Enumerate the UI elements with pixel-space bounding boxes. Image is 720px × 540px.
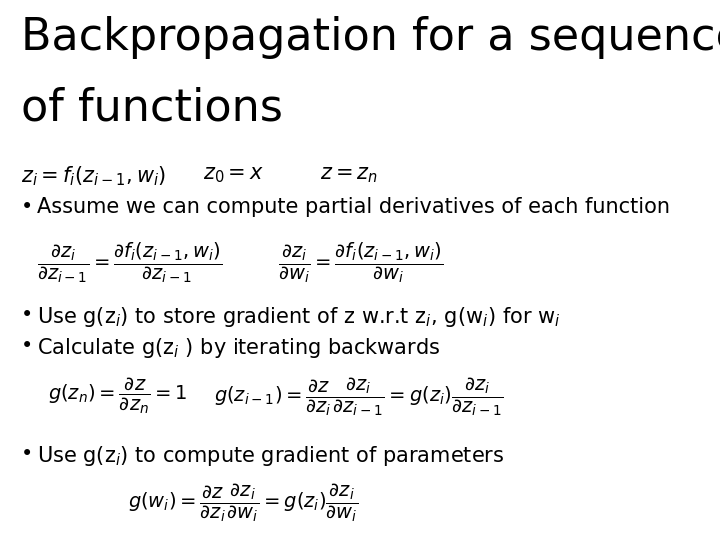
Text: •: • (22, 444, 34, 464)
Text: $\dfrac{\partial z_i}{\partial w_i} = \dfrac{\partial f_i(z_{i-1}, w_i)}{\partia: $\dfrac{\partial z_i}{\partial w_i} = \d… (278, 240, 443, 285)
Text: $z = z_n$: $z = z_n$ (320, 165, 378, 185)
Text: •: • (22, 197, 34, 217)
Text: $g(z_n) = \dfrac{\partial z}{\partial z_n} = 1$: $g(z_n) = \dfrac{\partial z}{\partial z_… (48, 375, 187, 416)
Text: Backpropagation for a sequence: Backpropagation for a sequence (22, 16, 720, 59)
Text: Assume we can compute partial derivatives of each function: Assume we can compute partial derivative… (37, 197, 670, 217)
Text: $g(w_i) = \dfrac{\partial z}{\partial z_i}\dfrac{\partial z_i}{\partial w_i} = g: $g(w_i) = \dfrac{\partial z}{\partial z_… (128, 482, 359, 524)
Text: $g(z_{i-1}) = \dfrac{\partial z}{\partial z_i}\dfrac{\partial z_i}{\partial z_{i: $g(z_{i-1}) = \dfrac{\partial z}{\partia… (214, 375, 503, 418)
Text: $z_0 = x$: $z_0 = x$ (203, 165, 264, 185)
Text: •: • (22, 336, 34, 356)
Text: of functions: of functions (22, 86, 283, 130)
Text: $z_i = f_i(z_{i-1}, w_i)$: $z_i = f_i(z_{i-1}, w_i)$ (22, 165, 166, 188)
Text: Calculate g(z$_i$ ) by iterating backwards: Calculate g(z$_i$ ) by iterating backwar… (37, 336, 441, 360)
Text: Use g(z$_i$) to compute gradient of parameters: Use g(z$_i$) to compute gradient of para… (37, 444, 505, 468)
Text: $\dfrac{\partial z_i}{\partial z_{i-1}} = \dfrac{\partial f_i(z_{i-1}, w_i)}{\pa: $\dfrac{\partial z_i}{\partial z_{i-1}} … (37, 240, 222, 285)
Text: Use g(z$_i$) to store gradient of z w.r.t z$_i$, g(w$_i$) for w$_i$: Use g(z$_i$) to store gradient of z w.r.… (37, 305, 561, 329)
Text: •: • (22, 305, 34, 325)
